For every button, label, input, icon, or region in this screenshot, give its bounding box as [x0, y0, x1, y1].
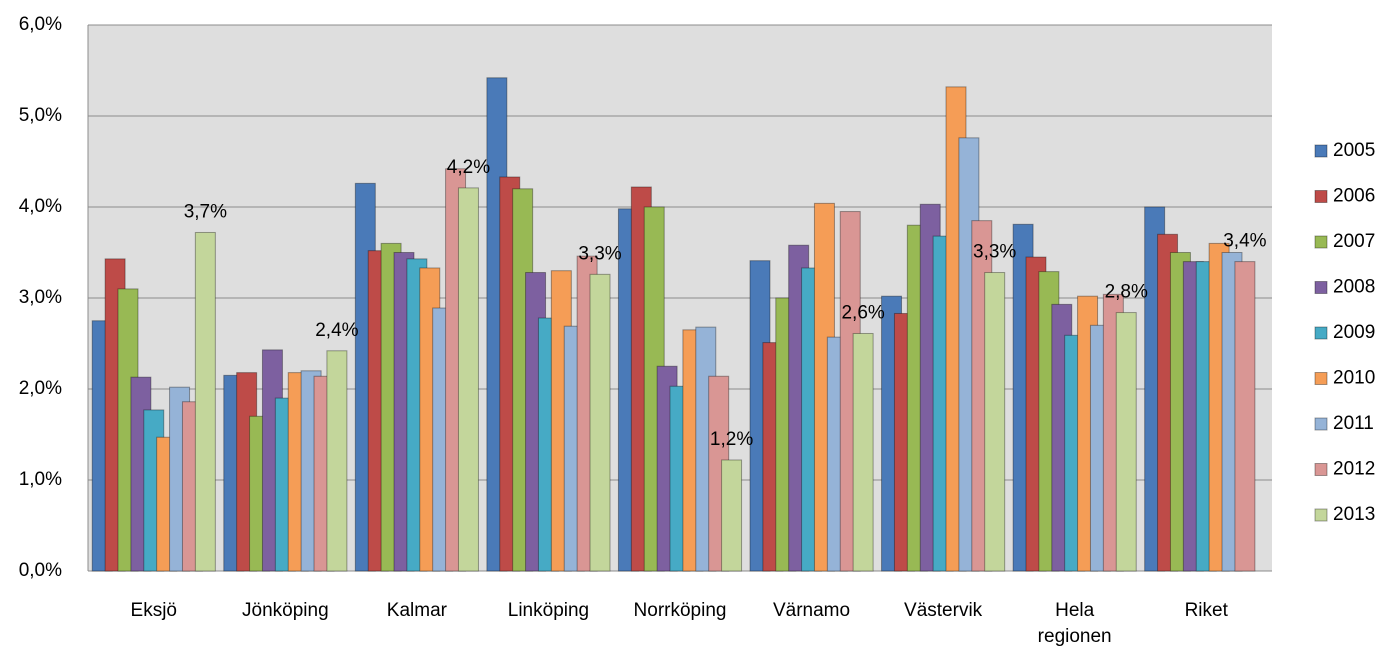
legend-swatch — [1314, 235, 1328, 249]
bar — [984, 272, 1006, 572]
bar — [1115, 312, 1137, 572]
legend-swatch — [1314, 190, 1328, 203]
legend-swatch — [1314, 372, 1328, 385]
x-tick-label: Eksjö — [130, 600, 177, 621]
x-tick-label: Västervik — [904, 600, 983, 621]
bar — [721, 459, 743, 572]
legend-label: 2007 — [1333, 231, 1375, 252]
bar — [1234, 261, 1256, 572]
legend-swatch — [1314, 508, 1328, 522]
bar — [589, 273, 611, 572]
x-tick-label: Värnamo — [772, 600, 851, 621]
y-tick-label: 2,0% — [19, 378, 62, 399]
legend-label: 2008 — [1333, 277, 1375, 298]
x-tick-label: Norrköping — [633, 600, 727, 621]
x-tick-label: Jönköping — [242, 600, 329, 621]
y-tick-label: 3,0% — [19, 287, 62, 308]
data-label: 3,4% — [1223, 231, 1266, 252]
legend-label: 2013 — [1333, 504, 1375, 525]
data-label: 3,3% — [578, 243, 621, 264]
data-label: 3,7% — [184, 201, 227, 222]
legend-swatch — [1314, 144, 1328, 158]
legend-swatch — [1314, 326, 1328, 340]
x-tick-label: Riket — [1184, 600, 1228, 621]
y-tick-label: 4,0% — [19, 196, 62, 217]
data-label: 2,6% — [841, 303, 884, 324]
data-label: 2,4% — [315, 320, 358, 341]
bar — [326, 350, 348, 572]
bar — [852, 332, 874, 572]
data-label: 2,8% — [1105, 282, 1148, 303]
y-tick-label: 5,0% — [19, 105, 62, 126]
bar — [194, 231, 216, 572]
y-tick-label: 0,0% — [19, 560, 62, 581]
legend-swatch — [1314, 463, 1328, 476]
legend-swatch — [1314, 281, 1328, 294]
y-tick-label: 1,0% — [19, 469, 62, 490]
x-tick-label: Kalmar — [386, 600, 447, 621]
legend-label: 2005 — [1333, 140, 1375, 161]
data-label: 4,2% — [447, 157, 490, 178]
y-tick-label: 6,0% — [19, 14, 62, 35]
legend-label: 2012 — [1333, 459, 1375, 480]
x-tick-label: Linköping — [507, 600, 590, 621]
bar — [457, 187, 479, 572]
x-tick-label: Hela regionen — [1037, 600, 1112, 647]
legend-label: 2010 — [1333, 368, 1375, 389]
data-label: 3,3% — [973, 242, 1016, 263]
legend-label: 2011 — [1333, 413, 1374, 434]
legend-label: 2006 — [1333, 186, 1375, 207]
data-label: 1,2% — [710, 429, 753, 450]
legend-label: 2009 — [1333, 322, 1375, 343]
legend-swatch — [1314, 417, 1328, 431]
